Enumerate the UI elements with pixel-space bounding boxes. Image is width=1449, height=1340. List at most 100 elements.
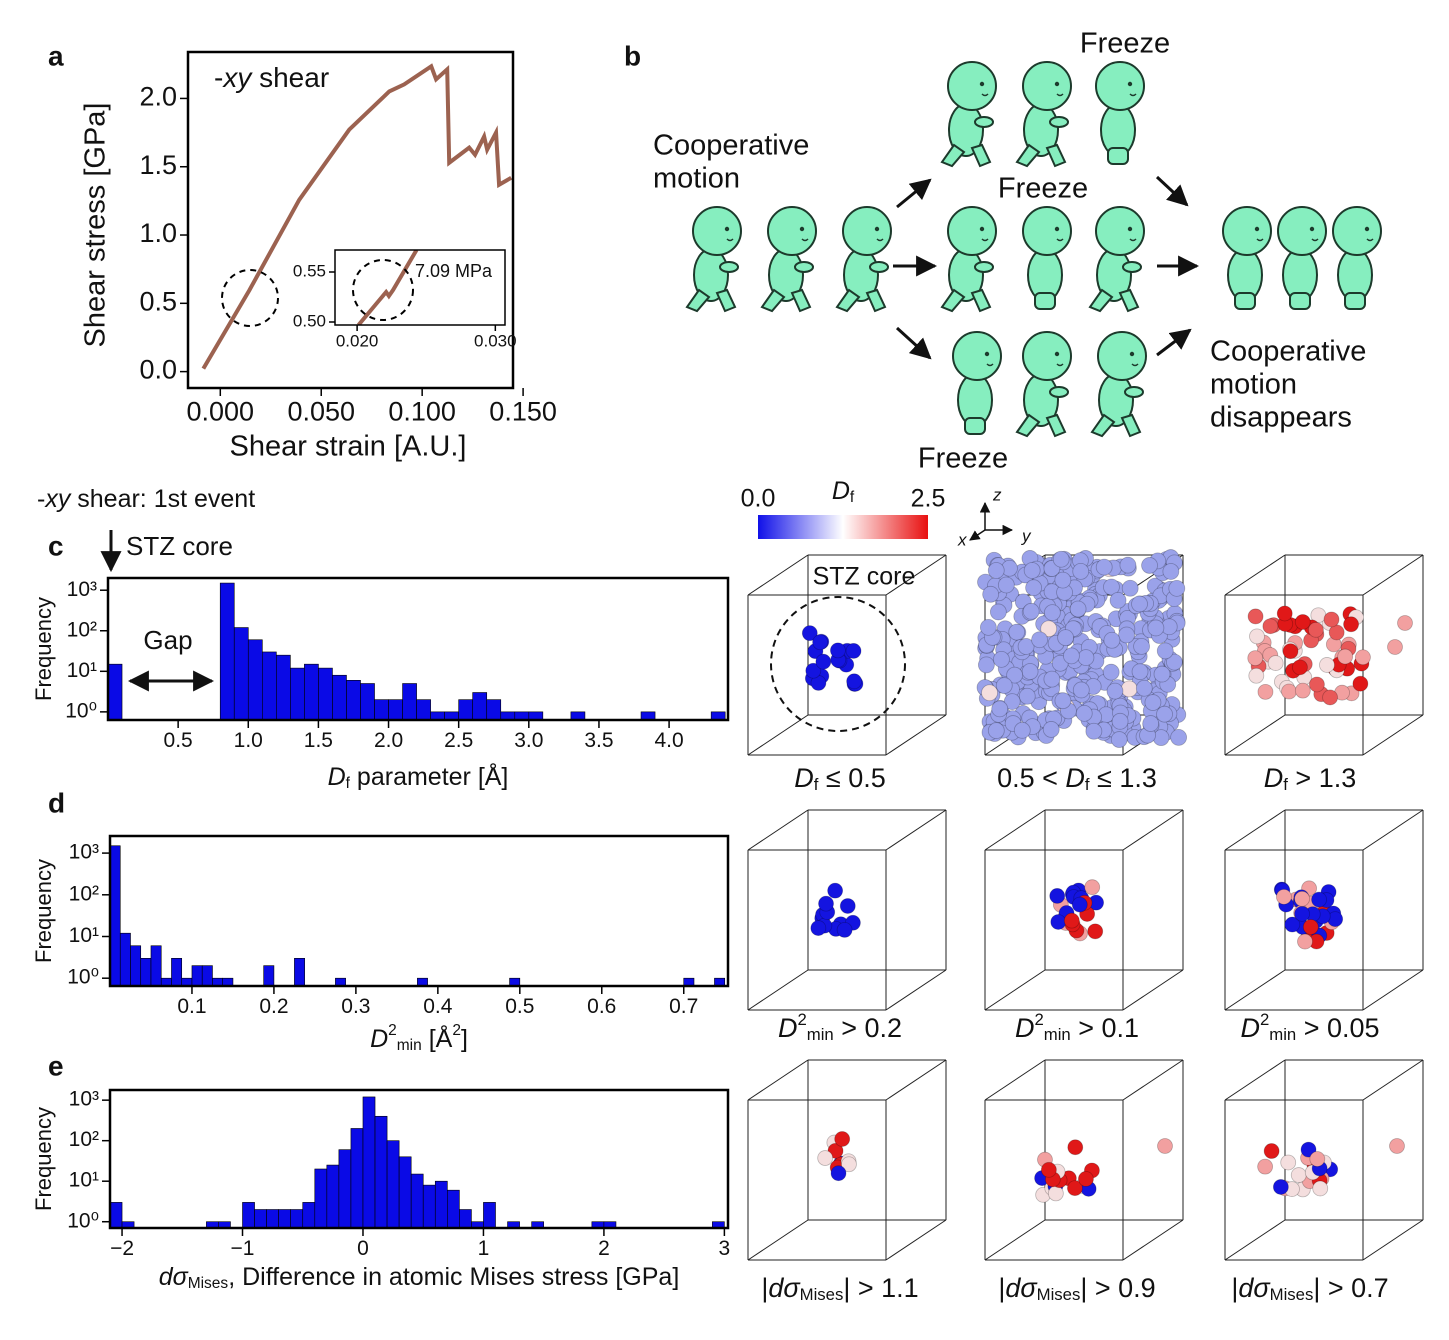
bar — [290, 1209, 304, 1229]
cube-edge — [984, 1219, 1046, 1261]
x-tick-label: 0.7 — [669, 995, 698, 1018]
y-tick-label: 10³ — [69, 841, 99, 864]
cube-edge — [747, 714, 809, 756]
atom — [1309, 1151, 1326, 1167]
character — [835, 206, 892, 313]
mouth — [1129, 238, 1137, 242]
axis-icon-label: x — [957, 530, 967, 549]
cube-label: |dσMises| > 0.7 — [1231, 1273, 1388, 1304]
y-axis-label: Frequency — [31, 1107, 56, 1211]
character — [1095, 61, 1145, 165]
bar — [119, 932, 131, 987]
gap-label: Gap — [143, 625, 192, 655]
atom — [1087, 923, 1104, 940]
axis-icon-label: y — [1021, 526, 1032, 545]
bar — [261, 651, 277, 721]
mouth — [1056, 93, 1064, 97]
atom — [1063, 912, 1080, 929]
atom — [1262, 618, 1279, 635]
text-part: D — [1240, 1013, 1260, 1043]
cube-edge — [1362, 554, 1424, 596]
data-line — [356, 250, 419, 325]
text-part: xy — [221, 62, 253, 93]
freeze-label: Freeze — [918, 443, 1008, 475]
eye — [1054, 351, 1060, 357]
x-tick-label: −1 — [231, 1237, 255, 1260]
atom — [1309, 676, 1325, 693]
cube-edge — [747, 1219, 809, 1261]
y-tick-label: 0.55 — [293, 261, 326, 280]
cube-edge — [984, 969, 1046, 1011]
atom — [1249, 628, 1265, 645]
atom — [1075, 704, 1093, 722]
atom — [1078, 1171, 1094, 1187]
bar — [472, 692, 488, 721]
eye — [1254, 226, 1260, 232]
y-tick-label: 1.0 — [139, 218, 177, 248]
leg — [835, 288, 861, 313]
y-tick-label: 0.5 — [139, 286, 177, 316]
cube-edge — [747, 1059, 809, 1101]
legs — [1107, 147, 1129, 165]
bar — [219, 582, 235, 721]
head — [842, 206, 892, 256]
bar — [388, 699, 403, 721]
legs — [1289, 292, 1311, 310]
atom — [1085, 722, 1103, 740]
head — [1222, 206, 1272, 256]
legs — [1034, 292, 1056, 310]
mouth — [1129, 93, 1137, 97]
arm — [869, 261, 889, 273]
leg — [790, 288, 812, 313]
cube-edge — [1122, 1059, 1184, 1101]
head — [952, 331, 1002, 381]
head — [1095, 206, 1145, 256]
mouth — [726, 238, 734, 242]
freeze-label: Freeze — [998, 173, 1088, 205]
atom — [1043, 670, 1061, 688]
bar — [107, 663, 123, 721]
flow-arrow — [895, 326, 932, 360]
colorbar — [758, 515, 928, 539]
core-label: STZ core — [813, 563, 916, 591]
text-part: dσ — [768, 1273, 801, 1303]
atom — [1021, 663, 1039, 680]
bar — [410, 1173, 424, 1229]
bar — [318, 667, 333, 721]
cube-edge — [747, 809, 809, 851]
bar — [201, 965, 213, 987]
cube-edge — [1362, 714, 1424, 756]
leg — [685, 288, 711, 313]
mouth — [1311, 238, 1319, 242]
atom — [1069, 600, 1087, 618]
text-part: | — [1231, 1273, 1238, 1303]
leg — [1090, 413, 1116, 438]
diagram-text: Cooperative — [1210, 336, 1366, 368]
atom — [1322, 689, 1338, 706]
atom — [1294, 905, 1310, 922]
atom — [1281, 683, 1297, 700]
atom — [1387, 639, 1403, 655]
head — [1095, 61, 1145, 111]
cube-edge — [1122, 1219, 1184, 1261]
x-tick-label: 0.5 — [164, 729, 193, 752]
atom — [1072, 562, 1090, 580]
character — [1332, 206, 1382, 310]
atom — [817, 1150, 834, 1166]
cube-edge — [1224, 714, 1286, 756]
atom — [812, 634, 829, 651]
cube-edge — [1362, 1219, 1424, 1261]
atom — [1067, 1139, 1084, 1156]
flow-arrow — [1156, 328, 1192, 357]
highlight-circle — [221, 269, 279, 327]
legs — [1344, 292, 1366, 310]
x-tick-label: 0.1 — [177, 995, 206, 1018]
eye — [1054, 81, 1060, 87]
atom — [1162, 563, 1180, 580]
x-tick-label: 0 — [357, 1237, 369, 1260]
y-tick-label: 10¹ — [67, 659, 97, 682]
cube-edge — [1362, 1059, 1424, 1101]
atom — [1043, 604, 1061, 621]
leg — [1015, 413, 1041, 438]
atom — [1133, 637, 1150, 655]
